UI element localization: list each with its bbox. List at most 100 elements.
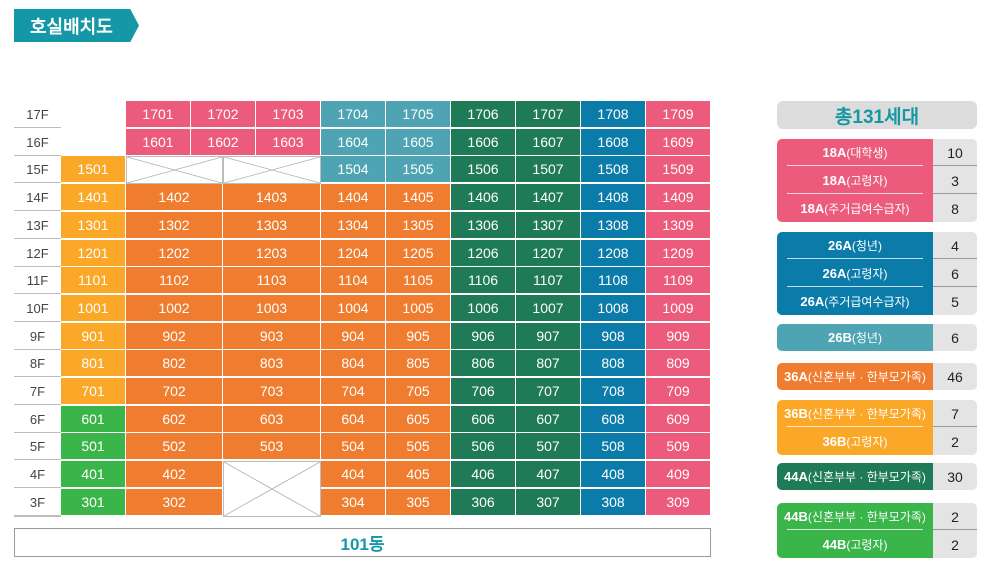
unit-cell: 809 xyxy=(646,350,711,377)
floor-label: 11F xyxy=(14,267,61,294)
unit-cell: 1301 xyxy=(61,212,126,239)
legend-entry-label: 36B (신혼부부 · 한부모가족) xyxy=(777,400,933,427)
legend-entry-label: 36A (신혼부부 · 한부모가족) xyxy=(777,363,933,390)
legend-entry-code: 26A xyxy=(828,238,852,253)
floor-label: 13F xyxy=(14,212,61,239)
unit-cell: 1102 xyxy=(126,267,223,294)
unit-cell: 609 xyxy=(646,406,711,433)
legend-entry-label: 26A (주거급여수급자) xyxy=(777,288,933,315)
legend-entry-code: 18A xyxy=(822,145,847,160)
unit-cell: 909 xyxy=(646,323,711,350)
floor-row: 5F xyxy=(14,433,61,460)
floor-row: 12F xyxy=(14,240,61,267)
legend-entry-label: 18A (고령자) xyxy=(777,167,933,194)
unit-cell: 1205 xyxy=(386,240,451,267)
legend-entry-count: 2 xyxy=(933,503,977,530)
unit-cell: 803 xyxy=(223,350,321,377)
unit-cell: 1406 xyxy=(451,184,516,211)
unit-cell: 608 xyxy=(581,406,646,433)
legend-entry-category: (신혼부부 · 한부모가족) xyxy=(807,407,926,421)
legend-entry-count: 2 xyxy=(951,536,959,553)
legend-entry-category: (청년) xyxy=(851,239,882,253)
no-unit-15f-1503 xyxy=(223,156,321,184)
unit-cell: 905 xyxy=(386,323,451,350)
legend-entry-code: 26A xyxy=(822,266,847,281)
legend-entry-count: 46 xyxy=(947,368,963,385)
floor-row: 11F xyxy=(14,267,61,294)
legend-entry-count: 30 xyxy=(947,468,963,485)
unit-cell: 601 xyxy=(61,406,126,433)
unit-cell: 602 xyxy=(126,406,223,433)
legend-group-26a: 26A (청년) 4 26A (고령자) 6 26A (주거급여수급자) 5 xyxy=(777,232,977,315)
unit-cell: 709 xyxy=(646,378,711,405)
legend-group-26b: 26B (청년) 6 xyxy=(777,324,977,351)
unit-cell: 1204 xyxy=(321,240,386,267)
unit-cell: 1104 xyxy=(321,267,386,294)
legend-group-18a: 18A (대학생) 10 18A (고령자) 3 18A (주거급여수급자) 8 xyxy=(777,139,977,222)
unit-cell: 1501 xyxy=(61,156,126,183)
legend-entry: 26B (청년) 6 xyxy=(777,324,977,351)
floor-row: 15F xyxy=(14,156,61,183)
unit-cell: 1005 xyxy=(386,295,451,322)
unit-cell: 1309 xyxy=(646,212,711,239)
floor-label: 8F xyxy=(14,350,61,377)
floor-label: 12F xyxy=(14,240,61,267)
unit-cell: 309 xyxy=(646,489,711,516)
legend-entry-label: 18A (대학생) xyxy=(777,139,933,166)
legend-entry-count: 3 xyxy=(933,167,977,194)
building-label: 101동 xyxy=(14,528,711,557)
unit-cell: 1105 xyxy=(386,267,451,294)
unit-cell: 401 xyxy=(61,461,126,488)
floor-label: 7F xyxy=(14,378,61,405)
floor-label: 17F xyxy=(14,101,61,128)
legend-entry: 26A (주거급여수급자) 5 xyxy=(777,288,977,315)
legend-entry: 44A (신혼부부 · 한부모가족) 30 xyxy=(777,463,977,490)
unit-cell: 702 xyxy=(126,378,223,405)
floor-row: 4F xyxy=(14,461,61,488)
unit-cell: 908 xyxy=(581,323,646,350)
legend-entry-label: 26B (청년) xyxy=(777,324,933,351)
floor-row: 10F xyxy=(14,295,61,322)
legend-entry-count: 4 xyxy=(933,232,977,259)
legend-entry: 26A (청년) 4 xyxy=(777,232,977,259)
legend-group-bg xyxy=(777,324,933,351)
unit-cell: 703 xyxy=(223,378,321,405)
floor-row: 13F xyxy=(14,212,61,239)
unit-cell: 304 xyxy=(321,489,386,516)
unit-cell: 1007 xyxy=(516,295,581,322)
legend-group-44a: 44A (신혼부부 · 한부모가족) 30 xyxy=(777,463,977,490)
unit-cell: 509 xyxy=(646,433,711,460)
legend-entry-code: 18A xyxy=(822,173,847,188)
unit-cell: 1506 xyxy=(451,156,516,183)
floor-label: 16F xyxy=(14,129,61,156)
unit-cell: 801 xyxy=(61,350,126,377)
unit-cell: 1504 xyxy=(321,156,386,183)
unit-cell: 1708 xyxy=(581,101,646,128)
legend-entry-category: (청년) xyxy=(851,331,882,345)
unit-cell: 1602 xyxy=(191,129,256,156)
floor-label: 15F xyxy=(14,156,61,183)
unit-cell: 305 xyxy=(386,489,451,516)
unit-cell: 302 xyxy=(126,489,223,516)
unit-cell: 1106 xyxy=(451,267,516,294)
unit-cell: 1307 xyxy=(516,212,581,239)
unit-cell: 1305 xyxy=(386,212,451,239)
total-households: 총131세대 xyxy=(777,101,977,129)
unit-cell: 1606 xyxy=(451,129,516,156)
floor-row: 6F xyxy=(14,406,61,433)
floor-row: 17F xyxy=(14,101,61,128)
legend-entry-count: 5 xyxy=(951,293,959,310)
unit-cell: 707 xyxy=(516,378,581,405)
unit-cell: 1004 xyxy=(321,295,386,322)
legend-count-bg xyxy=(933,363,977,390)
legend-entry-category: (고령자) xyxy=(846,174,888,188)
legend-entry-code: 36B xyxy=(822,434,847,449)
legend-group-bg xyxy=(777,463,933,490)
unit-cell: 1304 xyxy=(321,212,386,239)
unit-cell: 607 xyxy=(516,406,581,433)
legend-entry-category: (대학생) xyxy=(846,146,888,160)
legend-group-bg xyxy=(777,400,933,455)
legend-entry-category: (고령자) xyxy=(846,267,888,281)
unit-cell: 1206 xyxy=(451,240,516,267)
unit-cell: 705 xyxy=(386,378,451,405)
